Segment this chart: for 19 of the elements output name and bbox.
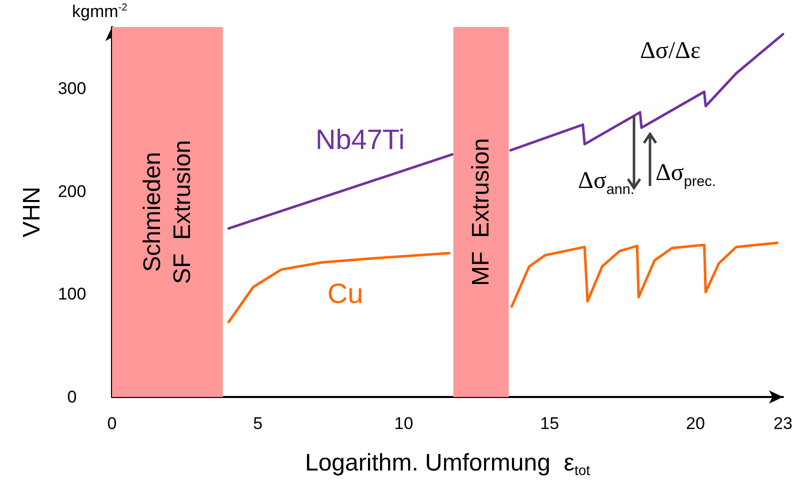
text: kgmm$^{-2}$ bbox=[72, 2, 128, 22]
series-label: Nb47Ti bbox=[315, 124, 405, 156]
x-tick-label: 15 bbox=[540, 414, 560, 433]
band-label: MF Extrusion bbox=[468, 138, 495, 286]
x-tick-label: 5 bbox=[253, 414, 263, 433]
x-tick-label: 0 bbox=[107, 414, 117, 433]
series-label: Cu bbox=[327, 278, 364, 310]
x-tick-label: 10 bbox=[394, 414, 414, 433]
annotation: Δσ$_{prec.}$ bbox=[656, 160, 716, 190]
y-tick-label: 100 bbox=[58, 284, 86, 304]
y-tick-label: 200 bbox=[58, 182, 86, 201]
annotation: Δσ/Δε bbox=[640, 38, 701, 65]
x-tick-label: 23 bbox=[774, 414, 792, 433]
annotation: Δσ$_{ann.}$ bbox=[578, 168, 634, 198]
y-tick-label: 300 bbox=[58, 79, 86, 98]
band-label: Schmieden SF Extrusion bbox=[138, 140, 196, 284]
y-tick-label: 0 bbox=[67, 388, 77, 406]
x-tick-label: 20 bbox=[686, 414, 705, 433]
y-axis-title: VHN bbox=[18, 186, 46, 238]
